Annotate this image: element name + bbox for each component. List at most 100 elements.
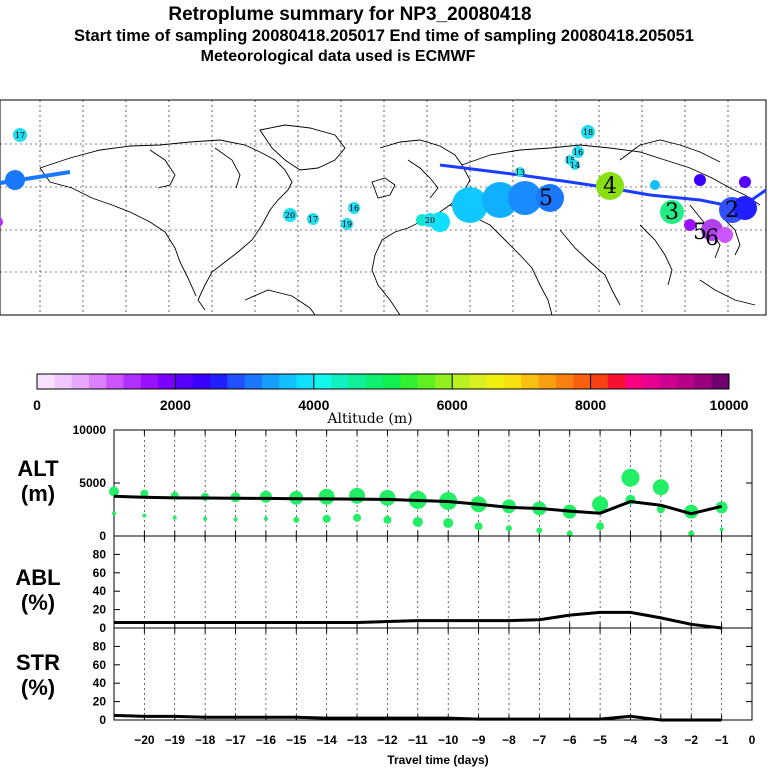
colorbar-swatch	[521, 374, 540, 389]
alt-marker	[109, 486, 119, 497]
colorbar-swatch	[88, 374, 107, 389]
alt-marker-low	[719, 527, 724, 532]
alt-marker-low	[412, 516, 423, 527]
str-panel: 0 20 40 60 80	[93, 627, 753, 727]
map-day-label-marker	[341, 218, 353, 230]
colorbar-swatch	[210, 374, 228, 389]
map-day-label-marker	[348, 202, 360, 214]
colorbar-tick-label: 6000	[437, 397, 468, 413]
alt-marker-low	[443, 518, 454, 529]
alt-marker-low	[505, 525, 512, 532]
plume-blob	[717, 227, 733, 243]
colorbar-swatch	[106, 374, 124, 389]
plume-blob	[596, 172, 624, 200]
met-data-note: Meteorological data used is ECMWF	[201, 48, 476, 65]
colorbar-tick-label: 2000	[160, 397, 191, 413]
colorbar-swatch	[642, 374, 661, 389]
colorbar-swatch	[400, 374, 419, 389]
panel-y-tick-label: 60	[93, 566, 107, 580]
map-day-label: 16	[349, 204, 359, 213]
x-tick-label: −5	[593, 733, 607, 747]
colorbar-swatch	[123, 374, 142, 389]
alt-marker	[684, 504, 699, 519]
map-day-label: 3	[665, 200, 679, 225]
colorbar-swatch	[54, 374, 73, 389]
alt-marker-low	[474, 522, 483, 531]
alt-marker-low	[353, 513, 362, 522]
map-day-label: 16	[573, 148, 583, 157]
alt-marker-low	[688, 530, 695, 537]
coastlines	[39, 124, 761, 316]
map-day-label: 17	[15, 131, 25, 140]
alt-marker	[349, 487, 366, 504]
alt-marker-low	[596, 522, 605, 531]
colorbar-swatch	[538, 374, 557, 389]
abl-panel: 0 20 40 60 80	[93, 535, 753, 635]
colorbar-swatch	[175, 374, 194, 389]
x-tick-label: −14	[316, 733, 337, 747]
x-tick-label: −20	[134, 733, 155, 747]
alt-marker-low	[142, 513, 147, 518]
plume-blob	[733, 196, 757, 220]
alt-marker	[652, 479, 669, 496]
map-day-label: 20	[285, 211, 295, 220]
map-day-label: 4	[603, 174, 617, 199]
x-tick-label: 0	[749, 733, 756, 747]
panel-frame	[113, 535, 753, 629]
plume-blob	[694, 174, 706, 186]
colorbar-swatch	[504, 374, 522, 389]
panel-y-tick-label: 0	[99, 529, 106, 543]
colorbar-swatch	[261, 374, 280, 389]
alt-panel: 0 5000 10000	[73, 423, 753, 543]
str-unit: (%)	[21, 675, 55, 700]
colorbar-swatch	[158, 374, 176, 389]
colorbar-swatch	[469, 374, 488, 389]
alt-marker-low	[263, 516, 268, 521]
x-tick-label: −17	[225, 733, 246, 747]
map-day-label: 17	[308, 215, 318, 224]
abl-label: ABL	[15, 565, 60, 590]
map-day-label: 13	[515, 168, 525, 177]
alt-marker-low	[536, 527, 543, 534]
map-day-label: 14	[570, 161, 580, 170]
panel-y-tick-label: 40	[93, 584, 107, 598]
panel-series-line	[113, 713, 722, 722]
alt-marker	[379, 489, 396, 506]
plume-blob	[536, 184, 564, 212]
map-day-label-marker	[283, 208, 297, 222]
panel-y-tick-label: 20	[93, 695, 107, 709]
plume-blob	[508, 181, 542, 215]
panel-y-tick-label: 5000	[79, 476, 106, 490]
x-tick-label: −9	[472, 733, 486, 747]
colorbar-swatch	[486, 374, 505, 389]
alt-marker	[318, 488, 335, 505]
alt-marker	[621, 468, 640, 487]
plume-blob	[660, 200, 684, 224]
x-tick-label: −15	[286, 733, 307, 747]
x-axis-label: Travel time (days)	[387, 753, 488, 767]
panel-frame	[113, 627, 753, 721]
plume-blob	[650, 180, 660, 190]
alt-marker-low	[383, 515, 392, 524]
panel-y-tick-label: 40	[93, 676, 107, 690]
x-tick-label: −6	[563, 733, 577, 747]
alt-marker-low	[172, 515, 177, 520]
map-day-label: 20	[425, 216, 435, 225]
colorbar-swatch	[434, 374, 453, 389]
alt-marker-low	[233, 517, 238, 522]
panel-y-tick-label: 20	[93, 603, 107, 617]
plume-blob	[452, 187, 488, 223]
map-day-label-marker	[572, 146, 584, 158]
x-tick-label: −3	[654, 733, 668, 747]
colorbar-swatch	[348, 374, 367, 389]
map-day-label: 5	[693, 220, 707, 245]
sampling-times: Start time of sampling 20080418.205017 E…	[74, 27, 694, 45]
colorbar-swatch	[244, 374, 263, 389]
panel-series-line	[113, 494, 722, 516]
map-day-label-marker	[307, 213, 319, 225]
x-tick-label: −7	[532, 733, 546, 747]
colorbar-swatch	[590, 374, 609, 389]
alt-marker-low	[203, 516, 208, 521]
